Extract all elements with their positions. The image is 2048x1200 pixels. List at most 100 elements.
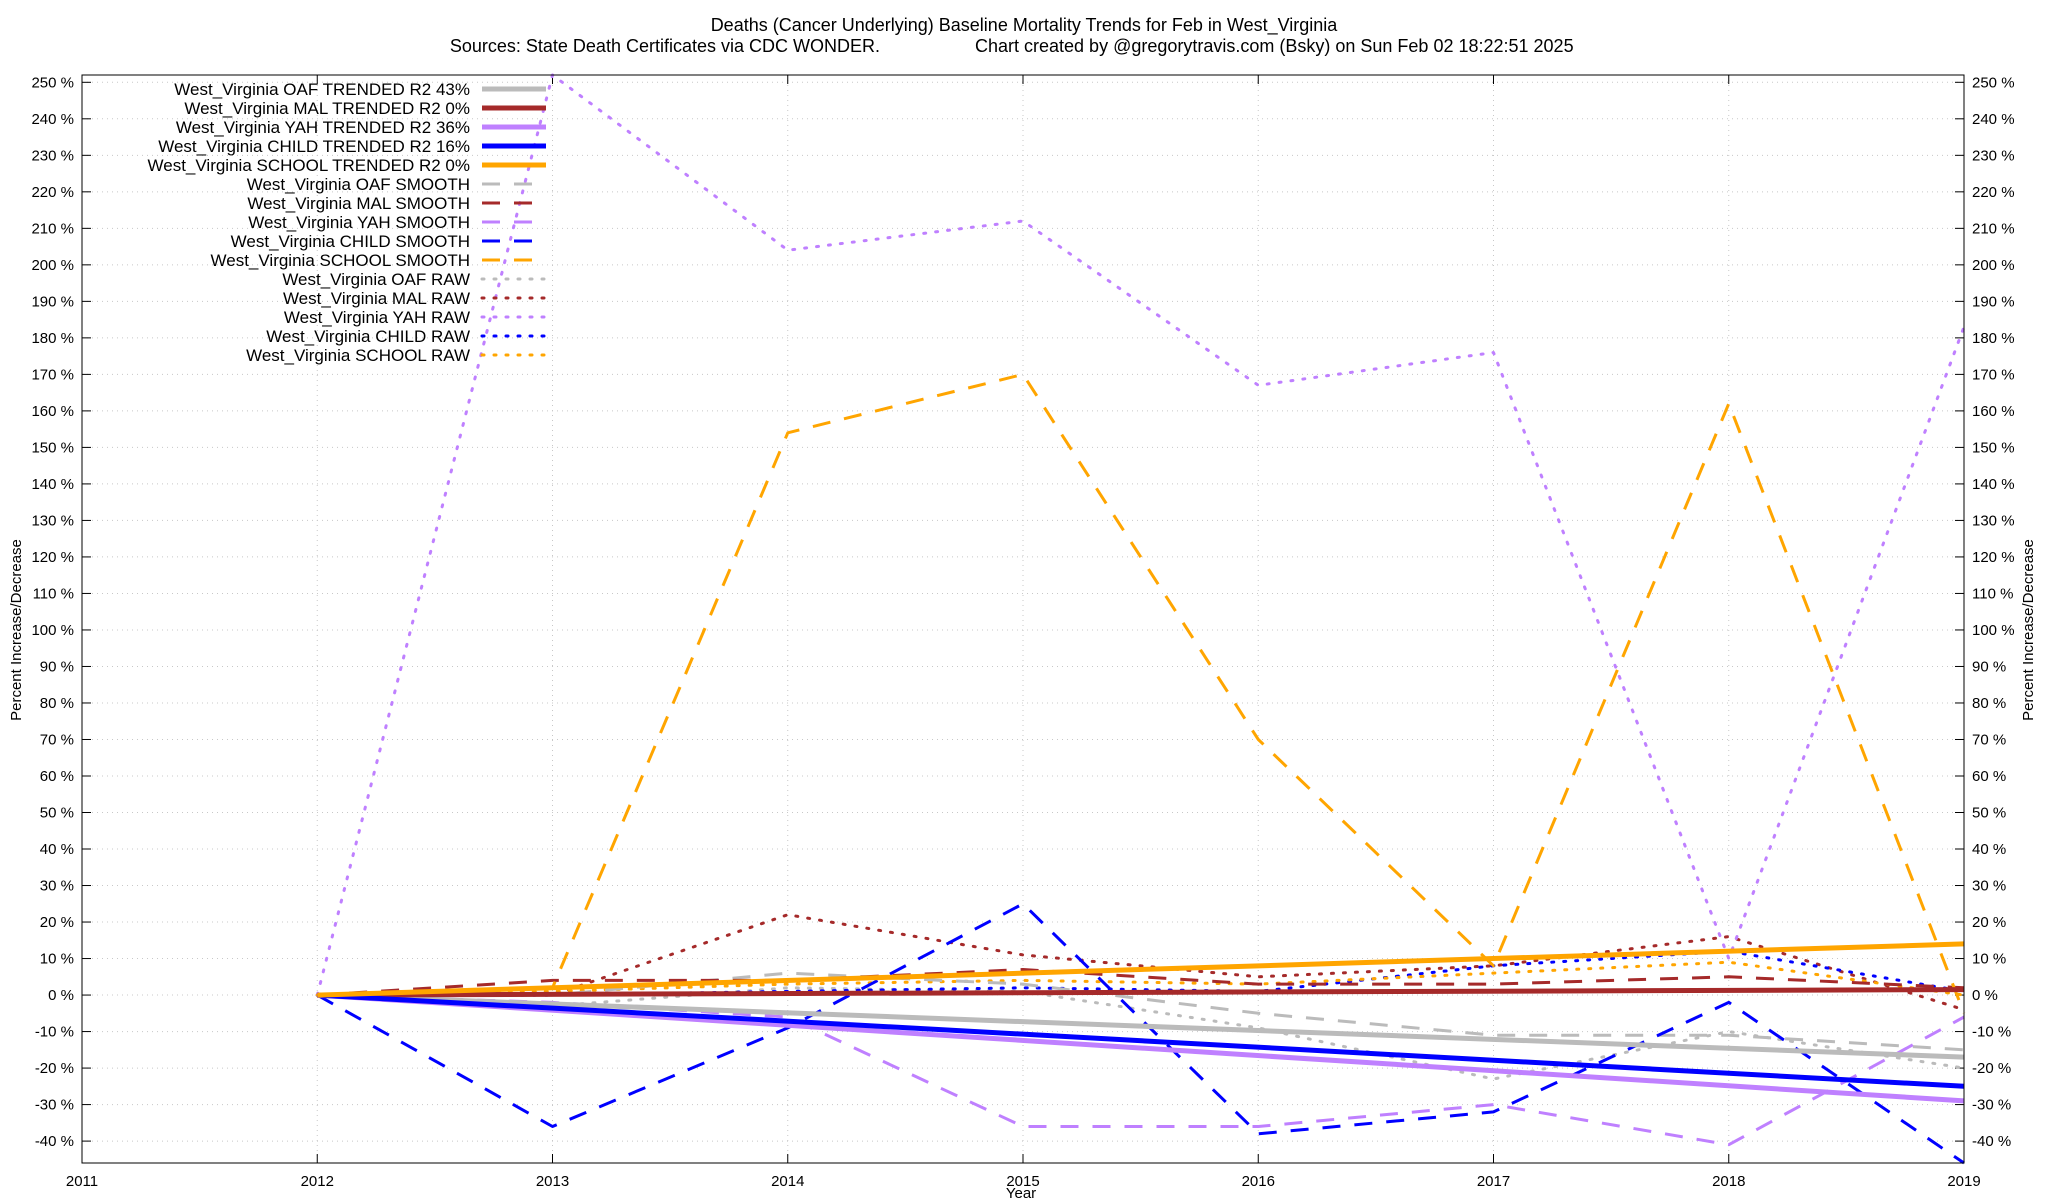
y-tick-label-left: 250 % xyxy=(31,74,74,91)
y-tick-label-left: -10 % xyxy=(35,1024,74,1041)
y-tick-label-left: 190 % xyxy=(31,293,74,310)
y-tick-label-right: 150 % xyxy=(1972,439,2015,456)
y-tick-label-right: 180 % xyxy=(1972,330,2015,347)
y-tick-label-left: 130 % xyxy=(31,512,74,529)
legend-label: West_Virginia CHILD TRENDED R2 16% xyxy=(158,137,470,156)
y-tick-label-right: 50 % xyxy=(1972,805,2006,822)
y-tick-label-right: 120 % xyxy=(1972,549,2015,566)
y-axis-label-right: Percent Increase/Decrease xyxy=(2020,539,2037,721)
y-tick-label-left: -40 % xyxy=(35,1133,74,1150)
series-line-7 xyxy=(317,993,1965,1147)
y-tick-label-right: -40 % xyxy=(1972,1133,2011,1150)
y-tick-label-right: 200 % xyxy=(1972,257,2015,274)
y-tick-label-left: 20 % xyxy=(40,914,74,931)
y-tick-label-right: 110 % xyxy=(1972,585,2013,602)
chart-title: Deaths (Cancer Underlying) Baseline Mort… xyxy=(711,15,1339,36)
series-line-11 xyxy=(315,913,1966,1012)
y-tick-label-left: 50 % xyxy=(40,805,74,822)
y-tick-label-left: 220 % xyxy=(31,184,74,201)
y-tick-label-left: -30 % xyxy=(35,1097,74,1114)
y-tick-label-left: 230 % xyxy=(31,147,74,164)
chart-subtitle-credit: Chart created by @gregorytravis.com (Bsk… xyxy=(975,36,1574,56)
y-tick-label-right: 90 % xyxy=(1972,658,2006,675)
y-tick-label-right: 250 % xyxy=(1972,74,2015,91)
legend-label: West_Virginia CHILD RAW xyxy=(266,327,470,346)
legend-label: West_Virginia OAF TRENDED R2 43% xyxy=(174,80,470,99)
y-tick-label-right: 10 % xyxy=(1972,951,2006,968)
y-tick-label-right: 160 % xyxy=(1972,403,2015,420)
y-tick-label-left: 200 % xyxy=(31,257,74,274)
y-tick-label-right: 230 % xyxy=(1972,147,2015,164)
x-tick-label: 2016 xyxy=(1242,1173,1275,1190)
y-tick-label-right: 30 % xyxy=(1972,878,2006,895)
y-tick-label-left: 90 % xyxy=(40,658,74,675)
y-tick-label-left: 110 % xyxy=(33,585,74,602)
y-tick-label-right: 220 % xyxy=(1972,184,2015,201)
series-line-10 xyxy=(315,986,1966,1081)
series-lines xyxy=(315,73,1966,1165)
y-tick-label-left: 80 % xyxy=(40,695,74,712)
legend-label: West_Virginia MAL SMOOTH xyxy=(247,194,470,213)
y-tick-label-right: -20 % xyxy=(1972,1060,2011,1077)
y-tick-label-left: 100 % xyxy=(31,622,74,639)
legend-label: West_Virginia MAL TRENDED R2 0% xyxy=(184,99,470,118)
series-line-0 xyxy=(317,992,1965,1060)
tick-marks xyxy=(81,75,1965,1163)
y-tick-label-left: 240 % xyxy=(31,111,74,128)
series-line-4 xyxy=(317,941,1965,998)
tick-labels: -40 % -40 % -30 % -30 % -20 % -20 % -10 % -10 %… xyxy=(31,74,2014,1190)
x-tick-label: 2017 xyxy=(1477,1173,1510,1190)
y-tick-label-left: 150 % xyxy=(31,439,74,456)
x-tick-label: 2014 xyxy=(771,1173,804,1190)
y-tick-label-left: 180 % xyxy=(31,330,74,347)
legend-label: West_Virginia YAH SMOOTH xyxy=(248,213,470,232)
x-tick-label: 2012 xyxy=(301,1173,334,1190)
legend: West_Virginia OAF TRENDED R2 43%West_Vir… xyxy=(148,80,548,365)
legend-label: West_Virginia YAH RAW xyxy=(284,308,470,327)
y-tick-label-right: -10 % xyxy=(1972,1024,2011,1041)
y-tick-label-right: 130 % xyxy=(1972,512,2015,529)
legend-label: West_Virginia SCHOOL TRENDED R2 0% xyxy=(148,156,470,175)
legend-label: West_Virginia YAH TRENDED R2 36% xyxy=(176,118,470,137)
y-tick-label-left: 70 % xyxy=(40,731,74,748)
y-tick-label-right: 170 % xyxy=(1972,366,2015,383)
y-tick-label-left: 170 % xyxy=(31,366,74,383)
y-tick-label-right: 40 % xyxy=(1972,841,2006,858)
legend-label: West_Virginia CHILD SMOOTH xyxy=(231,232,470,251)
y-tick-label-left: -20 % xyxy=(35,1060,74,1077)
series-line-5 xyxy=(317,971,1965,1052)
y-tick-label-left: 0 % xyxy=(48,987,74,1004)
x-axis-label: Year xyxy=(1006,1185,1036,1200)
series-line-9 xyxy=(317,372,1966,1014)
chart-subtitle-sources: Sources: State Death Certificates via CD… xyxy=(450,36,880,56)
plot-border xyxy=(81,74,1965,1164)
x-tick-label: 2015 xyxy=(1006,1173,1039,1190)
y-tick-label-right: -30 % xyxy=(1972,1097,2011,1114)
y-tick-label-left: 160 % xyxy=(31,403,74,420)
y-tick-label-left: 210 % xyxy=(31,220,74,237)
legend-label: West_Virginia MAL RAW xyxy=(283,289,470,308)
y-tick-label-right: 0 % xyxy=(1972,987,1998,1004)
y-tick-label-left: 140 % xyxy=(31,476,74,493)
series-line-8 xyxy=(316,902,1965,1165)
y-tick-label-right: 70 % xyxy=(1972,731,2006,748)
y-tick-label-right: 60 % xyxy=(1972,768,2006,785)
series-line-1 xyxy=(317,987,1965,998)
y-tick-label-right: 80 % xyxy=(1972,695,2006,712)
y-tick-label-right: 240 % xyxy=(1972,111,2015,128)
series-line-12 xyxy=(315,73,1966,997)
y-tick-label-right: 100 % xyxy=(1972,622,2015,639)
x-tick-label: 2011 xyxy=(66,1173,98,1190)
y-tick-label-left: 120 % xyxy=(31,549,74,566)
legend-label: West_Virginia SCHOOL RAW xyxy=(246,346,470,365)
legend-label: West_Virginia OAF RAW xyxy=(282,270,470,289)
legend-label: West_Virginia OAF SMOOTH xyxy=(247,175,470,194)
y-tick-label-right: 140 % xyxy=(1972,476,2015,493)
y-tick-label-right: 210 % xyxy=(1972,220,2015,237)
y-tick-label-left: 30 % xyxy=(40,878,74,895)
legend-label: West_Virginia SCHOOL SMOOTH xyxy=(211,251,470,270)
x-tick-label: 2013 xyxy=(536,1173,569,1190)
y-tick-label-right: 20 % xyxy=(1972,914,2006,931)
y-tick-label-left: 10 % xyxy=(40,951,74,968)
x-tick-label: 2019 xyxy=(1947,1173,1980,1190)
